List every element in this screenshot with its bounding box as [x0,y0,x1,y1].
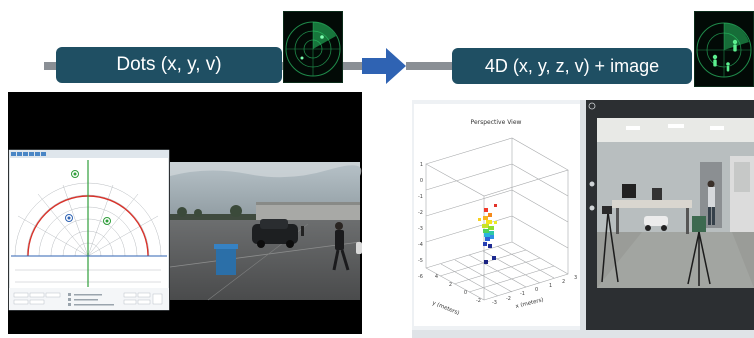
camera-view [169,162,362,301]
z-tick: -6 [418,274,423,280]
z-tick: -4 [418,242,423,248]
y-tick: 0 [464,290,467,296]
x-tick: 1 [549,283,552,289]
z-tick: -5 [418,258,423,264]
x-tick: -3 [492,300,497,306]
radar-scope-icon [283,11,343,83]
y-tick: 4 [435,274,438,280]
z-tick: -3 [418,226,423,232]
z-tick: -1 [418,194,423,200]
x-tick: 2 [562,279,565,285]
y-tick: 2 [449,282,452,288]
y-tick: -2 [476,298,481,304]
pipeline-rail-right [406,62,456,70]
x-tick: 3 [574,275,577,281]
x-tick: -1 [520,291,525,297]
radar-4d-screenshot: Perspective View 1 0 -1 -2 -3 -4 -5 -6 4… [412,92,754,338]
x-tick: -2 [506,296,511,302]
polar-plot-window [8,149,170,311]
z-tick: 0 [420,178,423,184]
z-tick: -2 [418,210,423,216]
x-tick: 0 [535,287,538,293]
right-arrow-icon [362,48,406,84]
pipeline-rail-middle [338,62,374,70]
viewer-toolbar [588,102,596,211]
z-tick: 1 [420,162,423,168]
perspective-view-plot [414,104,580,326]
stage-4d-label: 4D (x, y, z, v) + image [452,48,692,84]
stage-dots-label: Dots (x, y, v) [56,47,282,83]
radar-dots-screenshot [8,92,362,334]
indoor-camera-view [597,118,754,288]
plot-title: Perspective View [471,119,522,126]
radar-people-icon [694,11,754,87]
